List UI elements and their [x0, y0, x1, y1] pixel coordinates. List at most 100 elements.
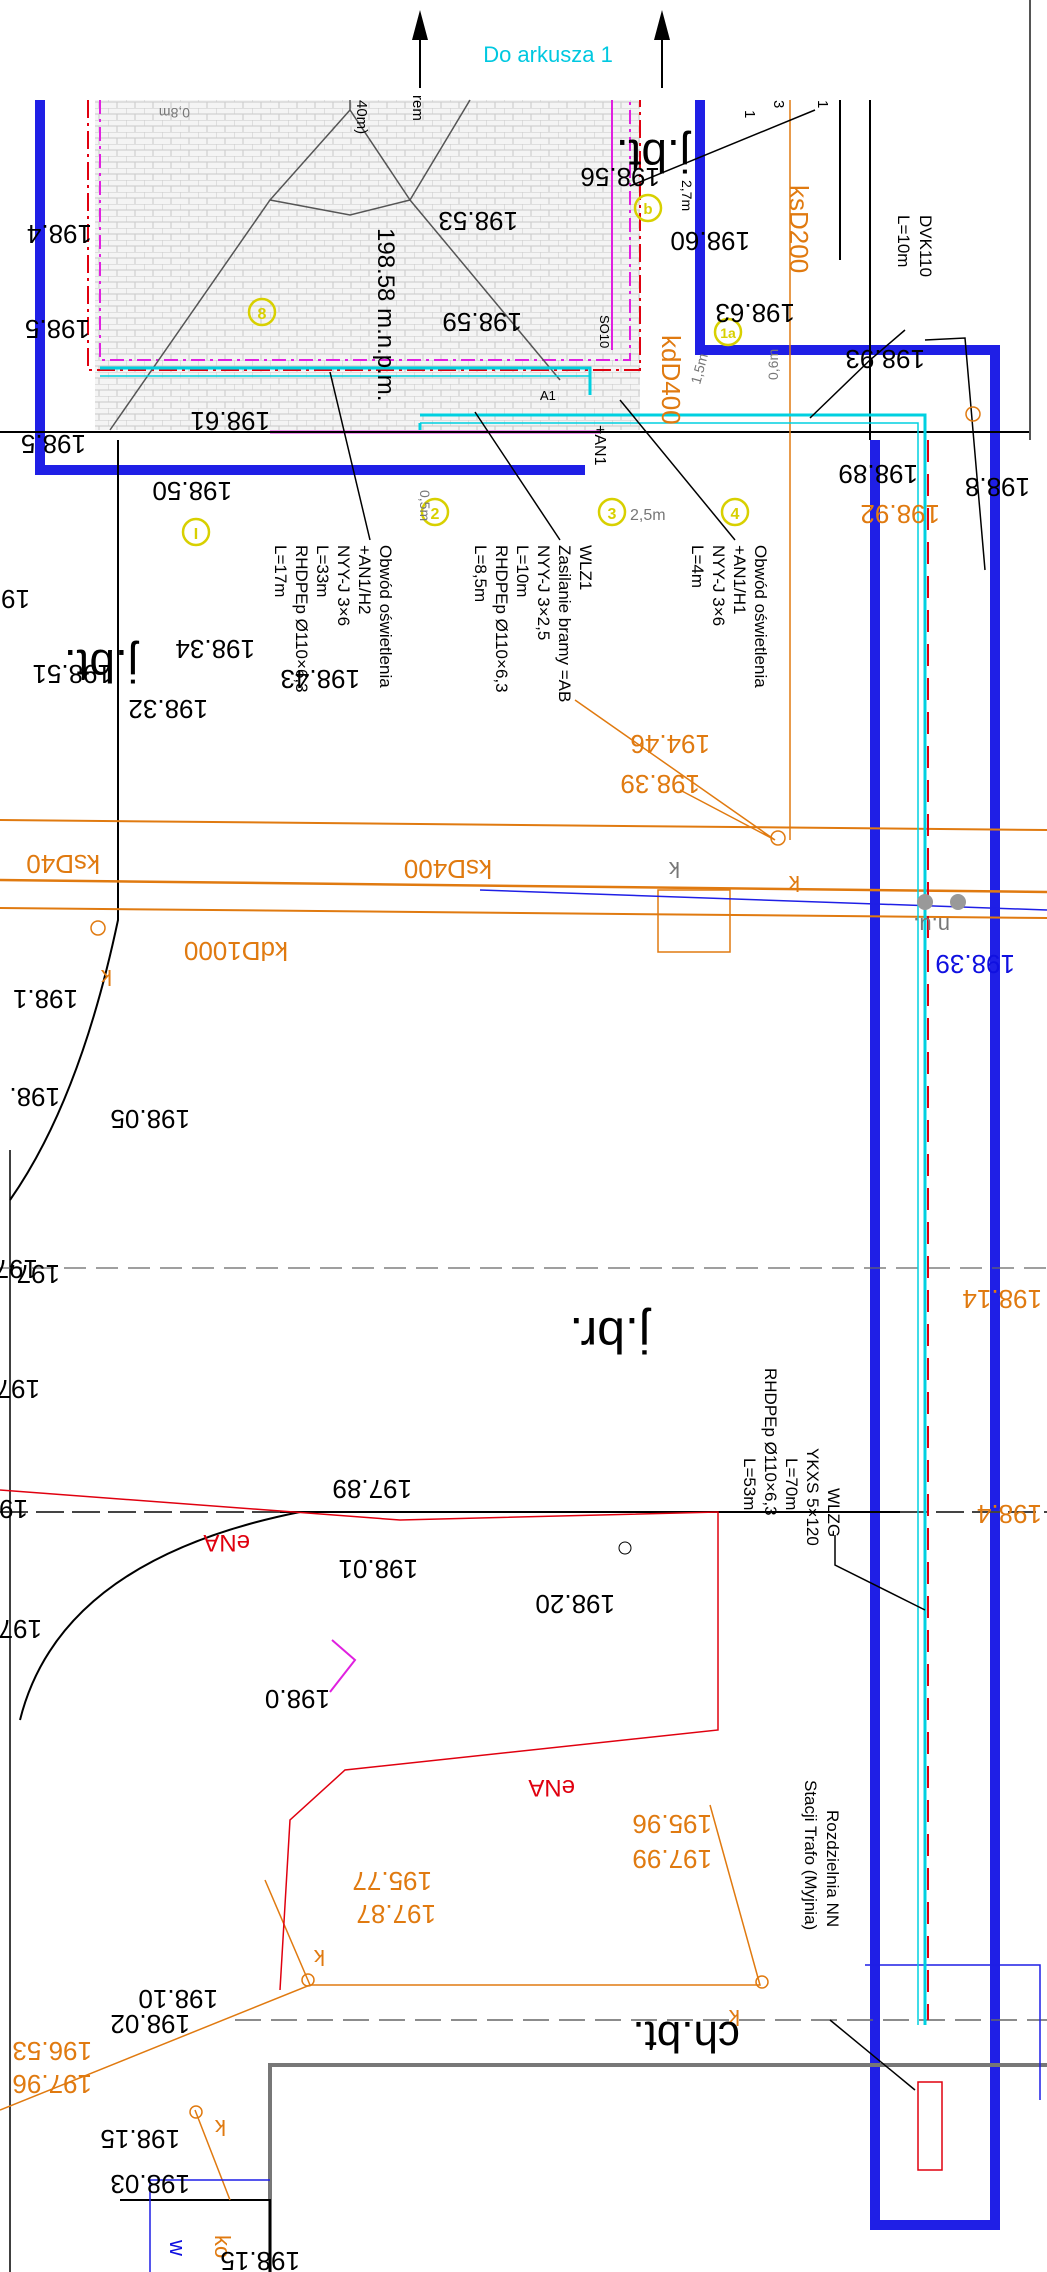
elevation-design: 197.99 — [632, 1844, 712, 1874]
elevation-design: 198.14 — [962, 1284, 1042, 1314]
label-dim-27: 2,7m — [679, 180, 695, 211]
plot-boundary — [35, 100, 1000, 2230]
elevation: 197. — [9, 1259, 60, 1289]
marker-3: 3 — [608, 506, 617, 523]
elevation: 198.51 — [32, 659, 112, 689]
elevation: 198.63 — [715, 298, 795, 328]
elevation-design: 198.92 — [860, 499, 940, 529]
label-bang: !i — [687, 2264, 705, 2272]
svg-text:L=8,5m: L=8,5m — [471, 545, 490, 602]
svg-text:Obwód oświetlenia: Obwód oświetlenia — [376, 545, 395, 688]
label-k-4: k — [313, 1945, 325, 1970]
elevation: 198.02 — [110, 2009, 190, 2039]
label-dim-15: 1,5m — [687, 352, 711, 386]
label-rem: rem — [409, 95, 426, 121]
svg-text:WLZ1: WLZ1 — [576, 545, 595, 590]
elevation-design: 194.46 — [630, 729, 710, 759]
water-line-lower — [149, 1964, 1041, 2272]
marker-4: 4 — [731, 506, 740, 523]
callout-lighting-h2: Obwód oświetlenia +AN1/H2 NYY-J 3×6 L=33… — [271, 545, 395, 693]
svg-text:L=17m: L=17m — [271, 545, 290, 597]
svg-text:NYY-J 3×6: NYY-J 3×6 — [334, 545, 353, 626]
cable-route — [100, 366, 929, 2025]
label-dim-06: 0,6m — [765, 349, 781, 380]
svg-text:L=53m: L=53m — [740, 1458, 759, 1510]
elevation-design: 198.39 — [620, 769, 700, 799]
magenta-mark — [329, 1639, 357, 1693]
label-jbr: j.br. — [569, 1307, 652, 1363]
elevation: 198.5 — [25, 314, 90, 344]
elevation: 198.89 — [838, 459, 918, 489]
label-nu: n.u. — [913, 913, 950, 938]
label-jbt-top: j.bt. — [616, 130, 692, 182]
elevation: 198.1 — [13, 984, 78, 1014]
label-ena-2: eNA — [528, 1774, 575, 1801]
callout-dvk: DVK110 L=10m — [894, 215, 935, 277]
svg-text:Rozdzielnia NN: Rozdzielnia NN — [823, 1810, 842, 1927]
label-num-1b: 1 — [814, 100, 831, 108]
elevation: 198.32 — [128, 694, 208, 724]
elevation: 198.03 — [110, 2169, 190, 2199]
label-k-1: k — [788, 871, 800, 896]
label-num-3: 3 — [770, 100, 787, 108]
elevation: 197.89 — [332, 1474, 412, 1504]
elevation: 198.20 — [535, 1589, 615, 1619]
callout-rozdzielnia: Rozdzielnia NN Stacji Trafo (Myjnia) — [801, 1780, 842, 1930]
label-40m: 40m) — [353, 100, 370, 134]
elevation: 198.15 — [100, 2124, 180, 2154]
elevation-design: 196.53 — [12, 2036, 92, 2066]
svg-text:+AN1/H1: +AN1/H1 — [730, 545, 749, 614]
elevation: 198.05 — [110, 1104, 190, 1134]
label-ksD40: ksD40 — [26, 849, 100, 879]
label-mnp: 198.58 m.n.p.m. — [372, 228, 399, 401]
elevation: 198.53 — [438, 206, 518, 236]
svg-text:NYY-J 3×6: NYY-J 3×6 — [709, 545, 728, 626]
label-jbt-left: j.bt. — [64, 640, 140, 692]
elevation: 198. — [9, 1082, 60, 1112]
callout-wlz1: WLZ1 Zasilanie bramy =AB NYY-J 3×2,5 L=1… — [471, 545, 595, 702]
label-dim-25: 2,5m — [630, 507, 666, 524]
power-poles — [618, 894, 966, 1555]
label-kdD400-top: kdD400 — [656, 335, 686, 425]
label-w: w — [165, 2239, 190, 2256]
elevation: 197. — [0, 1614, 42, 1644]
elevation-design: 197.87 — [356, 1899, 436, 1929]
label-a1: A1 — [540, 388, 556, 403]
marker-I: I — [194, 526, 198, 543]
elevation: 19 — [0, 1494, 28, 1524]
elevation: 198.56 — [580, 162, 660, 192]
elevation: 197 — [0, 1254, 38, 1284]
label-num-1a: 1 — [741, 110, 758, 118]
spot-elevations: 198.56 198.53 198.60 198.59 198.63 198.9… — [0, 162, 1030, 2272]
elevation: 198.5 — [21, 429, 86, 459]
svg-text:RHDPEp Ø110×6,3: RHDPEp Ø110×6,3 — [492, 545, 511, 693]
svg-text:L=70m: L=70m — [782, 1458, 801, 1510]
svg-text:YKXS 5×120: YKXS 5×120 — [803, 1448, 822, 1546]
elevation-design: 195.96 — [632, 1809, 712, 1839]
label-k-2: k — [668, 857, 680, 882]
callout-lighting-h1: Obwód oświetlenia +AN1/H1 NYY-J 3×6 L=4m — [688, 545, 770, 688]
svg-text:L=4m: L=4m — [688, 545, 707, 588]
elevation-design: 197.96 — [12, 2069, 92, 2099]
label-chbt: ch.bt. — [632, 2012, 740, 2061]
svg-text:WLZG: WLZG — [824, 1488, 843, 1537]
label-ksD200: ksD200 — [784, 185, 814, 273]
elevation: 198.61 — [190, 406, 270, 436]
marker-b: b — [643, 201, 652, 218]
callout-wlzg: WLZG YKXS 5×120 L=70m RHDPEp Ø110×6,3 L=… — [740, 1368, 843, 1546]
north-arrows — [412, 10, 670, 88]
svg-text:L=10m: L=10m — [894, 215, 913, 267]
elevation: 197 — [0, 1374, 40, 1404]
callout-leaders — [329, 109, 986, 2091]
switchgear-box[interactable] — [917, 2081, 943, 2171]
marker-8: 8 — [258, 306, 267, 323]
svg-text:DVK110: DVK110 — [916, 215, 935, 277]
elevation: 198.34 — [175, 634, 255, 664]
elevation: 198.59 — [442, 307, 522, 337]
sheet-link[interactable]: Do arkusza 1 — [483, 42, 613, 67]
elevation: 198.93 — [845, 344, 925, 374]
elevation: 198.4 — [27, 219, 92, 249]
label-kdD1000: kdD1000 — [184, 936, 288, 966]
